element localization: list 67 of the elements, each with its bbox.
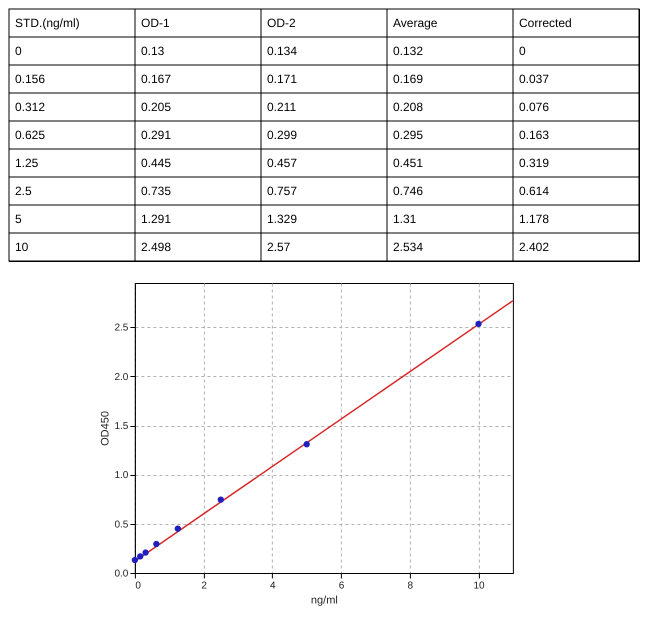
text: 5 [15,212,22,226]
text: 0.291 [141,128,172,142]
point [174,526,181,532]
text: 0.757 [267,184,298,198]
x-tick-label: 4 [270,580,276,592]
text: 0.171 [267,72,298,86]
text: 10 [15,240,29,254]
text: 0.169 [393,72,424,86]
point [475,320,482,328]
text: 0.295 [393,128,424,142]
text: 0.208 [393,100,424,114]
text: 0.746 [393,184,424,198]
x-tick-label: 8 [408,580,414,592]
text: 0.037 [519,72,550,86]
text: 0.167 [141,72,172,86]
y-tick-label: 1.5 [114,421,129,432]
point [153,540,160,548]
x-tick-label: 0 [135,580,142,592]
text: 2.57 [267,240,291,254]
y-axis-title: OD450 [99,411,112,446]
text: 1.31 [393,212,417,226]
text: 1.178 [519,212,550,226]
category-label: STD.(ng/ml) [15,16,80,30]
text: 0.076 [519,100,550,114]
text: 2.5 [15,184,32,198]
text: 0 [15,44,22,58]
x-tick-label: 6 [338,580,345,592]
text: 0.445 [141,156,172,170]
text: 0.134 [267,44,298,58]
text: 1.25 [15,156,39,170]
y-tick-label: 2.5 [114,322,129,334]
category-label: OD-2 [267,16,296,30]
y-tick-label: 0.5 [114,519,129,530]
category-label: Average [393,16,438,30]
x-tick-label: 2 [201,580,208,592]
text: 0.451 [393,156,424,170]
text: 0.614 [519,184,550,198]
x-tick-label: 10 [473,580,486,592]
point [218,496,224,503]
text: 2.534 [393,240,424,254]
text: 0.132 [393,44,424,58]
point [304,441,310,448]
text: 0.299 [267,128,298,142]
text: 2.402 [519,240,550,254]
text: 0.319 [519,156,550,170]
text: 0.735 [141,184,172,198]
y-tick-label: 0.0 [114,568,129,580]
point [142,549,149,556]
text: 1.329 [267,212,298,226]
text: 0.13 [141,44,165,58]
text: 0.625 [15,128,46,142]
text: 1.291 [141,212,172,226]
point [137,553,144,560]
text: 0.211 [267,100,296,114]
text: 2.498 [141,240,172,254]
category-label: OD-1 [141,16,170,30]
category-label: Corrected [519,16,572,30]
text: 0.163 [519,128,550,142]
point [132,556,138,564]
text: 0.205 [141,100,172,114]
y-tick-label: 2.0 [114,372,129,383]
text: 0.457 [267,156,298,170]
text: 0 [519,44,526,58]
text: 0.312 [15,100,46,114]
text: 0.156 [15,72,46,86]
x-axis-title: ng/ml [310,594,338,606]
y-tick-label: 1.0 [114,470,129,482]
